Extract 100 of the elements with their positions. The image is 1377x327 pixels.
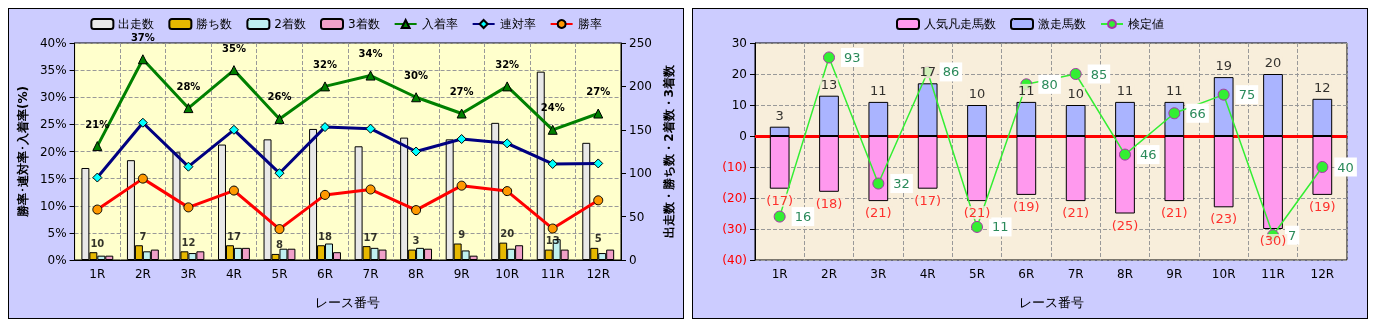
x-tick-label: 8R bbox=[1117, 267, 1133, 281]
y-tick-label: 35% bbox=[39, 63, 67, 78]
y2-tick-label: 50 bbox=[629, 209, 645, 224]
x-tick-label: 11R bbox=[1261, 267, 1285, 281]
data-label: (21) bbox=[1062, 205, 1090, 221]
data-label: 32% bbox=[313, 58, 337, 70]
y-tick-label: 15% bbox=[39, 171, 67, 186]
annotation: 9 bbox=[458, 229, 466, 241]
x-tick-label: 2R bbox=[821, 267, 837, 281]
x-axis-title: レース番号 bbox=[1018, 295, 1084, 310]
x-tick-label: 10R bbox=[1211, 267, 1236, 281]
x-tick-label: 7R bbox=[1067, 267, 1084, 281]
data-label: (21) bbox=[963, 205, 991, 221]
legend-label: 2着数 bbox=[274, 17, 307, 31]
annotation: 17 bbox=[363, 231, 378, 243]
y-tick-label: 30 bbox=[731, 36, 747, 50]
annotation: 17 bbox=[226, 230, 241, 242]
x-tick-label: 12R bbox=[1310, 267, 1335, 281]
x-tick-label: 5R bbox=[271, 267, 288, 281]
y-tick-label: 20% bbox=[39, 144, 67, 159]
data-label: 46 bbox=[1140, 147, 1157, 163]
y2-tick-label: 250 bbox=[629, 36, 652, 50]
annotation: 13 bbox=[545, 235, 560, 247]
x-tick-label: 12R bbox=[586, 267, 611, 281]
data-label: 75 bbox=[1238, 87, 1256, 103]
data-label: 32% bbox=[495, 58, 520, 70]
x-tick-label: 7R bbox=[362, 267, 379, 281]
data-label: (21) bbox=[1160, 205, 1188, 221]
data-label: (23) bbox=[1210, 211, 1238, 227]
y-tick-label: (20) bbox=[722, 191, 747, 205]
data-label: 12 bbox=[1314, 79, 1331, 95]
y-tick-label: 30% bbox=[39, 90, 67, 105]
data-label: 86 bbox=[942, 64, 960, 80]
data-label: 66 bbox=[1189, 105, 1206, 121]
data-label: 3 bbox=[775, 107, 784, 123]
x-tick-label: 9R bbox=[453, 267, 470, 281]
x-tick-label: 5R bbox=[969, 267, 985, 281]
legend-label: 勝率 bbox=[577, 17, 602, 31]
data-label: 19 bbox=[1215, 58, 1232, 74]
legend-label: 勝ち数 bbox=[196, 17, 233, 31]
y2-tick-label: 200 bbox=[629, 79, 652, 94]
annotation: 18 bbox=[318, 230, 333, 242]
annotation: 10 bbox=[90, 237, 105, 249]
y2-tick-label: 0 bbox=[629, 253, 637, 267]
data-label: 16 bbox=[794, 209, 812, 225]
data-label: 80 bbox=[1041, 76, 1058, 92]
legend-label: 激走馬数 bbox=[1038, 17, 1086, 31]
annotation: 5 bbox=[594, 233, 602, 245]
x-tick-label: 4R bbox=[225, 267, 242, 281]
data-label: 85 bbox=[1090, 66, 1108, 82]
x-tick-label: 10R bbox=[495, 267, 519, 281]
data-label: 11 bbox=[1116, 82, 1134, 98]
y-tick-label: 0 bbox=[739, 129, 747, 143]
y-tick-label: (30) bbox=[722, 222, 747, 236]
data-label: 11 bbox=[1018, 82, 1035, 98]
data-label: 11 bbox=[870, 82, 887, 98]
y2-tick-label: 100 bbox=[629, 166, 652, 181]
x-tick-label: 3R bbox=[870, 267, 887, 281]
data-label: (19) bbox=[1308, 198, 1336, 214]
x-tick-label: 3R bbox=[180, 267, 197, 281]
data-label: 11 bbox=[992, 219, 1009, 235]
data-label: 30% bbox=[404, 69, 429, 81]
data-label: (17) bbox=[766, 192, 794, 208]
data-label: (19) bbox=[1012, 198, 1040, 214]
y-tick-label: 20 bbox=[731, 67, 747, 81]
x-tick-label: 9R bbox=[1166, 267, 1183, 281]
annotation: 20 bbox=[500, 228, 515, 240]
x-tick-label: 6R bbox=[1018, 267, 1035, 281]
data-label: (25) bbox=[1111, 217, 1139, 233]
data-label: 27% bbox=[586, 86, 611, 98]
data-label: 17 bbox=[919, 64, 936, 80]
legend-label: 検定値 bbox=[1128, 17, 1164, 31]
y-tick-label: 5% bbox=[47, 225, 67, 240]
y-axis-title: 勝率･連対率･入着率(%) bbox=[16, 86, 30, 218]
legend-label: 3着数 bbox=[348, 17, 380, 31]
x-tick-label: 2R bbox=[134, 267, 151, 281]
y-tick-label: 40% bbox=[39, 36, 67, 50]
data-label: 26% bbox=[267, 91, 292, 103]
y-tick-label: 10 bbox=[731, 98, 747, 112]
data-label: 93 bbox=[844, 49, 861, 65]
data-label: (21) bbox=[864, 205, 892, 221]
x-tick-label: 11R bbox=[540, 267, 565, 281]
data-label: (30) bbox=[1259, 233, 1287, 248]
annotation: 8 bbox=[276, 239, 283, 251]
data-label: 20 bbox=[1264, 55, 1282, 70]
data-label: 35% bbox=[221, 42, 246, 54]
data-label: 10 bbox=[1067, 86, 1084, 101]
annotation: 3 bbox=[412, 235, 420, 247]
x-tick-label: 6R bbox=[317, 267, 334, 281]
y-tick-label: 0% bbox=[47, 253, 67, 267]
data-label: 32 bbox=[893, 176, 910, 192]
data-label: 40 bbox=[1337, 159, 1354, 175]
data-label: 13 bbox=[820, 76, 838, 92]
legend-label: 人気凡走馬数 bbox=[924, 17, 996, 31]
y-tick-label: 25% bbox=[39, 117, 67, 132]
data-label: 37% bbox=[130, 31, 155, 43]
legend-label: 出走数 bbox=[118, 17, 155, 31]
legend-label: 連対率 bbox=[499, 17, 536, 31]
x-tick-label: 4R bbox=[919, 267, 936, 281]
y-tick-label: 10% bbox=[39, 198, 67, 213]
